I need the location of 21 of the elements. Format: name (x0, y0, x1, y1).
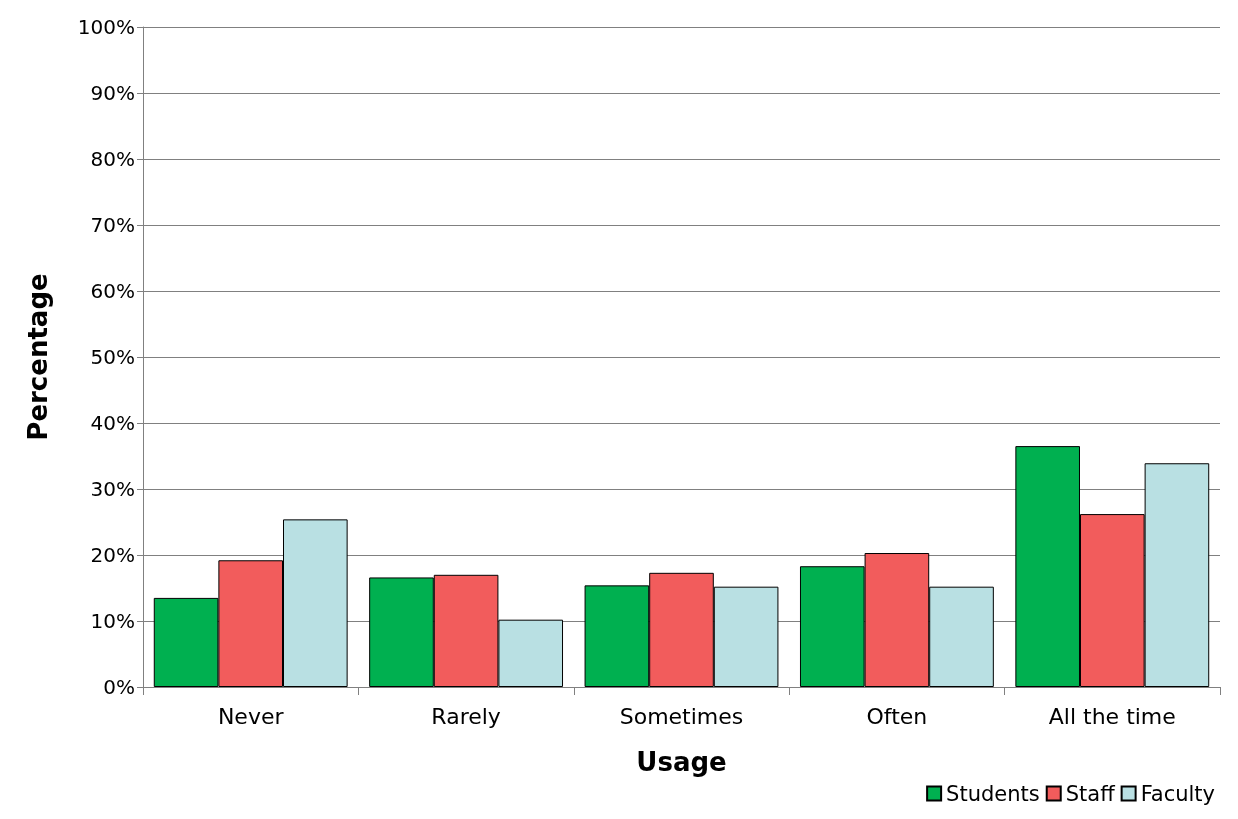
y-tick-label: 60% (90, 279, 135, 303)
y-tick-label: 90% (90, 81, 135, 105)
x-axis-title: Usage (636, 747, 727, 777)
y-tick-label: 20% (90, 543, 135, 567)
legend-label: Students (946, 781, 1040, 806)
x-tick-label: Rarely (431, 703, 501, 729)
y-tick-label: 30% (90, 477, 135, 501)
y-tick-label: 100% (77, 15, 135, 39)
y-tick-label: 70% (90, 213, 135, 237)
y-tick-label: 10% (90, 609, 135, 633)
y-tick-label: 0% (103, 675, 135, 699)
y-tick-label: 40% (90, 411, 135, 435)
y-axis-title: Percentage (23, 273, 53, 441)
y-tick-label: 50% (90, 345, 135, 369)
x-tick-label: All the time (1048, 703, 1176, 729)
x-tick-label: Sometimes (619, 703, 744, 729)
x-tick-label: Often (866, 703, 928, 729)
x-tick-label: Never (217, 703, 285, 729)
y-tick-label: 80% (90, 147, 135, 171)
legend-label: Staff (1065, 781, 1116, 806)
legend-label: Faculty (1140, 781, 1215, 806)
